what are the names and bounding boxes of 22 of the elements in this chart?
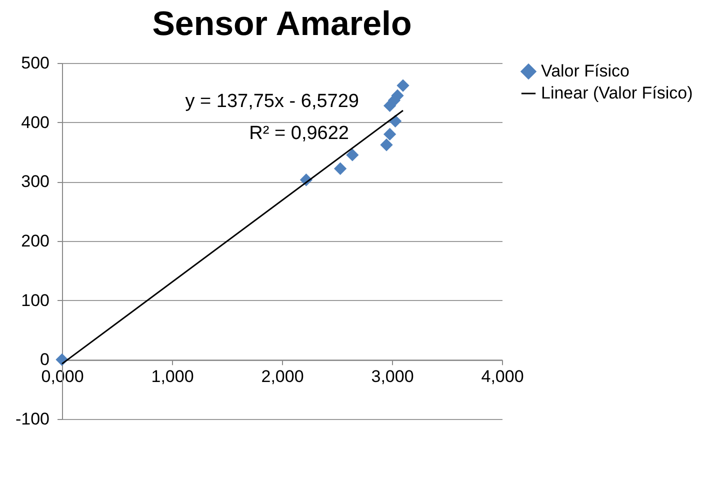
y-tick-label: 200 <box>21 232 50 250</box>
chart-title: Sensor Amarelo <box>152 5 412 43</box>
y-tick-label: 400 <box>21 112 50 132</box>
y-tick-label: 500 <box>21 54 50 72</box>
y-tick-label: 100 <box>21 290 50 310</box>
annotation: R² = 0,9622 <box>249 123 349 144</box>
annotation: y = 137,75x - 6,5729 <box>185 91 359 112</box>
y-tick-label: 300 <box>21 172 50 192</box>
point <box>346 148 359 162</box>
legend-label: Valor Físico <box>541 62 630 80</box>
point <box>334 162 347 175</box>
x-tick-label: 0,000 <box>41 367 84 386</box>
y-tick-label: -100 <box>15 410 50 428</box>
x-tick-label: 2,000 <box>261 367 304 386</box>
legend-label: Linear (Valor Físico) <box>541 84 693 102</box>
x-tick-label: 3,000 <box>371 367 414 386</box>
point <box>380 138 393 152</box>
x-tick-label: 1,000 <box>151 367 194 386</box>
y-tick-label: 0 <box>40 350 50 370</box>
point <box>383 128 396 141</box>
x-tick-label: 4,000 <box>481 367 524 386</box>
point <box>396 79 410 92</box>
